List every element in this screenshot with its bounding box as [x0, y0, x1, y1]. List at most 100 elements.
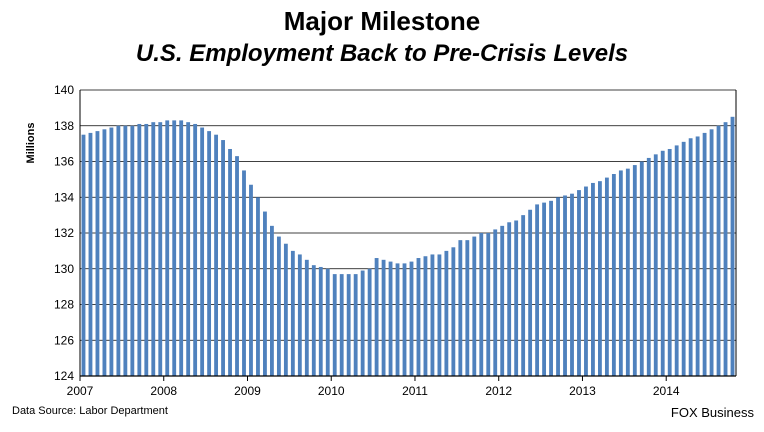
- bar: [542, 202, 547, 376]
- bar: [186, 122, 191, 377]
- x-tick-label: 2007: [67, 384, 94, 398]
- bar: [416, 258, 421, 376]
- bar: [137, 123, 142, 377]
- bar: [130, 125, 135, 376]
- bar: [528, 209, 533, 376]
- brand-label: FOX Business: [670, 405, 754, 420]
- bar: [158, 122, 163, 377]
- bar: [507, 222, 512, 376]
- bar: [102, 129, 107, 376]
- bar: [570, 193, 574, 376]
- bar: [172, 120, 177, 376]
- y-tick-label: 138: [54, 119, 74, 133]
- x-tick-label: 2009: [234, 384, 261, 398]
- bar: [402, 263, 407, 376]
- bar: [374, 258, 379, 376]
- bar: [95, 131, 100, 376]
- bar: [625, 168, 630, 376]
- bar: [395, 263, 400, 376]
- bar: [346, 274, 351, 376]
- bar: [486, 233, 491, 376]
- bar: [242, 170, 246, 376]
- bar: [256, 197, 260, 376]
- bar: [472, 236, 477, 376]
- bar: [611, 174, 616, 376]
- bar: [632, 165, 637, 376]
- bar: [88, 132, 93, 376]
- y-tick-label: 140: [54, 83, 74, 97]
- bar: [437, 254, 442, 376]
- x-tick-label: 2010: [318, 384, 345, 398]
- bar: [81, 134, 86, 376]
- y-tick-label: 134: [54, 190, 74, 204]
- bar: [591, 182, 595, 376]
- bar: [311, 265, 316, 376]
- y-tick-label: 128: [54, 298, 74, 312]
- bar: [604, 177, 609, 376]
- bar: [598, 181, 602, 376]
- bar: [695, 136, 700, 376]
- bar: [332, 274, 337, 376]
- bar: [514, 220, 519, 376]
- bar: [451, 247, 456, 376]
- bar: [165, 120, 170, 376]
- bar: [381, 259, 386, 376]
- bar: [367, 268, 372, 376]
- bar: [409, 261, 414, 376]
- bar: [325, 268, 330, 376]
- y-tick-label: 126: [54, 333, 74, 347]
- bar: [535, 204, 540, 376]
- bar: [290, 250, 295, 377]
- bar: [653, 154, 658, 376]
- bar: [709, 129, 714, 376]
- bar: [500, 225, 505, 376]
- bar: [339, 274, 344, 376]
- bar: [249, 184, 253, 376]
- bar: [179, 120, 184, 376]
- bar: [318, 266, 323, 376]
- bar: [283, 243, 288, 376]
- bar: [465, 240, 470, 376]
- bar: [646, 157, 651, 376]
- y-tick-label: 136: [54, 155, 74, 169]
- bar: [716, 125, 721, 376]
- bar: [116, 125, 121, 376]
- bar: [388, 261, 393, 376]
- chart-title: Major Milestone: [283, 6, 481, 36]
- bar: [297, 254, 302, 376]
- data-source-note: Data Source: Labor Department: [12, 405, 168, 417]
- bar: [681, 141, 686, 376]
- bar: [618, 170, 623, 376]
- x-tick-label: 2013: [569, 384, 596, 398]
- bar: [144, 123, 149, 377]
- bar: [458, 240, 463, 376]
- bar: [556, 197, 560, 376]
- bar: [444, 250, 449, 377]
- bar: [123, 125, 128, 376]
- bar: [263, 211, 267, 376]
- bar: [730, 116, 735, 376]
- bar: [235, 156, 239, 376]
- bar: [493, 229, 498, 376]
- bar: [688, 138, 693, 376]
- bar: [214, 134, 219, 376]
- y-tick-label: 132: [54, 226, 74, 240]
- y-tick-label: 124: [54, 369, 74, 383]
- bar: [667, 148, 672, 376]
- bar: [221, 140, 225, 376]
- bar: [423, 256, 428, 376]
- bar: [200, 127, 205, 376]
- bar: [151, 122, 156, 377]
- y-axis-label: Millions: [25, 123, 37, 164]
- x-tick-label: 2008: [150, 384, 177, 398]
- bar: [109, 127, 114, 376]
- bar: [270, 225, 274, 376]
- bar: [479, 233, 484, 376]
- bar: [430, 254, 435, 376]
- bar: [584, 186, 588, 376]
- bar: [304, 259, 309, 376]
- bar: [563, 195, 567, 376]
- y-tick-label: 130: [54, 262, 74, 276]
- bar: [702, 132, 707, 376]
- bar: [353, 274, 358, 376]
